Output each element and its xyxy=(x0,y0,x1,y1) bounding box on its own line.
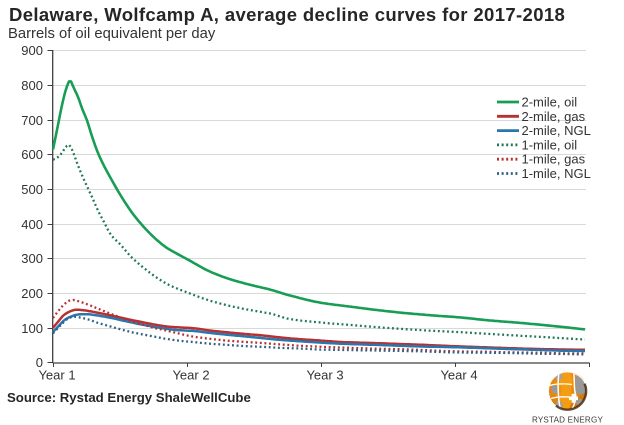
svg-text:1-mile, oil: 1-mile, oil xyxy=(522,137,578,152)
svg-text:100: 100 xyxy=(21,321,43,336)
svg-text:Year 1: Year 1 xyxy=(38,368,75,383)
svg-text:2-mile, gas: 2-mile, gas xyxy=(522,109,586,124)
svg-text:Year 4: Year 4 xyxy=(440,368,477,383)
svg-text:2-mile, oil: 2-mile, oil xyxy=(522,95,578,110)
svg-text:600: 600 xyxy=(21,147,43,162)
svg-text:Year 2: Year 2 xyxy=(172,368,209,383)
svg-text:RYSTAD ENERGY: RYSTAD ENERGY xyxy=(532,416,604,425)
svg-text:0: 0 xyxy=(36,355,43,370)
svg-text:Year 3: Year 3 xyxy=(306,368,343,383)
svg-text:200: 200 xyxy=(21,286,43,301)
svg-text:1-mile, NGL: 1-mile, NGL xyxy=(522,166,591,181)
svg-text:400: 400 xyxy=(21,217,43,232)
svg-text:800: 800 xyxy=(21,78,43,93)
svg-text:900: 900 xyxy=(21,43,43,58)
svg-text:2-mile, NGL: 2-mile, NGL xyxy=(522,123,591,138)
svg-text:300: 300 xyxy=(21,251,43,266)
svg-text:1-mile, gas: 1-mile, gas xyxy=(522,152,586,167)
svg-text:500: 500 xyxy=(21,182,43,197)
svg-text:700: 700 xyxy=(21,113,43,128)
